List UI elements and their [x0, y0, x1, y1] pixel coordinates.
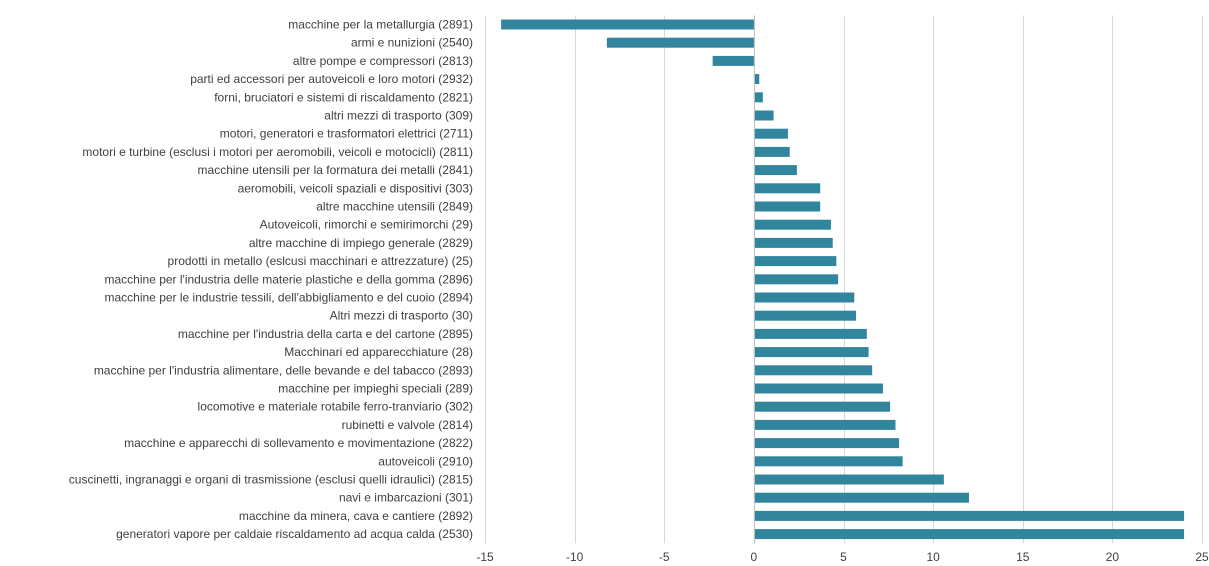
category-label: motori e turbine (esclusi i motori per a…: [82, 145, 473, 159]
category-label: macchine e apparecchi di sollevamento e …: [124, 436, 473, 450]
category-label: macchine per la metallurgia (2891): [288, 18, 473, 32]
bar: [753, 165, 797, 176]
category-label: altri mezzi di trasporto (309): [324, 109, 473, 123]
bar: [753, 201, 821, 212]
bar: [753, 529, 1185, 540]
category-label: motori, generatori e trasformatori elett…: [220, 127, 473, 141]
bar: [753, 128, 788, 139]
category-label: macchine per l'industria delle materie p…: [105, 272, 473, 286]
category-label: altre macchine di impiego generale (2829…: [249, 236, 473, 250]
x-tick-label: 0: [751, 550, 758, 564]
bars: [501, 19, 1185, 540]
category-label: locomotive e materiale rotabile ferro-tr…: [198, 400, 473, 414]
category-label: Autoveicoli, rimorchi e semirimorchi (29…: [260, 218, 473, 232]
category-label: macchine da minera, cava e cantiere (289…: [239, 509, 473, 523]
bar: [712, 55, 754, 66]
x-tick-label: 15: [1016, 550, 1030, 564]
bar: [753, 256, 837, 267]
category-label: rubinetti e valvole (2814): [342, 418, 473, 432]
category-label: macchine utensili per la formatura dei m…: [198, 163, 473, 177]
category-label: parti ed accessori per autoveicoli e lor…: [190, 72, 473, 86]
category-label: macchine per l'industria della carta e d…: [178, 327, 473, 341]
bar: [606, 37, 754, 48]
bar: [501, 19, 754, 30]
bar: [753, 274, 839, 285]
bar: [753, 183, 821, 194]
category-label: altre macchine utensili (2849): [316, 200, 473, 214]
category-label: generatori vapore per caldaie riscaldame…: [116, 527, 473, 541]
category-label: macchine per le industrie tessili, dell'…: [105, 291, 474, 305]
bar: [753, 292, 855, 303]
gridlines: [485, 15, 1203, 544]
bar: [753, 365, 873, 376]
x-tick-label: 25: [1195, 550, 1209, 564]
bar: [753, 383, 883, 394]
bar: [753, 328, 867, 339]
bar: [753, 419, 896, 430]
bar: [753, 237, 833, 248]
category-label: Altri mezzi di trasporto (30): [330, 309, 473, 323]
bar: [753, 146, 790, 157]
bar: [753, 510, 1185, 521]
x-tick-label: 10: [926, 550, 940, 564]
bar: [753, 492, 969, 503]
category-label: autoveicoli (2910): [378, 454, 473, 468]
bar: [753, 110, 774, 121]
bar: [753, 219, 831, 230]
bar: [753, 74, 760, 85]
category-label: Macchinari ed apparecchiature (28): [284, 345, 473, 359]
x-tick-label: 5: [840, 550, 847, 564]
x-tick-label: -15: [476, 550, 494, 564]
category-label: altre pompe e compressori (2813): [293, 54, 473, 68]
category-label: macchine per l'industria alimentare, del…: [94, 363, 473, 377]
category-label: macchine per impieghi speciali (289): [278, 382, 473, 396]
bar: [753, 310, 857, 321]
bar: [753, 92, 763, 103]
category-label: prodotti in metallo (eslcusi macchinari …: [168, 254, 473, 268]
category-label: forni, bruciatori e sistemi di riscaldam…: [214, 90, 473, 104]
bar: [753, 474, 944, 485]
bar: [753, 438, 900, 449]
bar: [753, 347, 869, 358]
x-tick-label: -5: [659, 550, 670, 564]
bar: [753, 401, 891, 412]
category-label: armi e nunizioni (2540): [351, 36, 473, 50]
category-label: navi e imbarcazioni (301): [339, 491, 473, 505]
category-label: cuscinetti, ingranaggi e organi di trasm…: [69, 473, 473, 487]
x-tick-label: 20: [1106, 550, 1120, 564]
x-tick-labels: -15 -10 -5 0 5 10 15 20 25: [476, 550, 1209, 564]
x-tick-label: -10: [566, 550, 584, 564]
bar: [753, 456, 903, 467]
category-label: aeromobili, veicoli spaziali e dispositi…: [238, 181, 473, 195]
category-labels: macchine per la metallurgia (2891) armi e…: [69, 18, 473, 542]
